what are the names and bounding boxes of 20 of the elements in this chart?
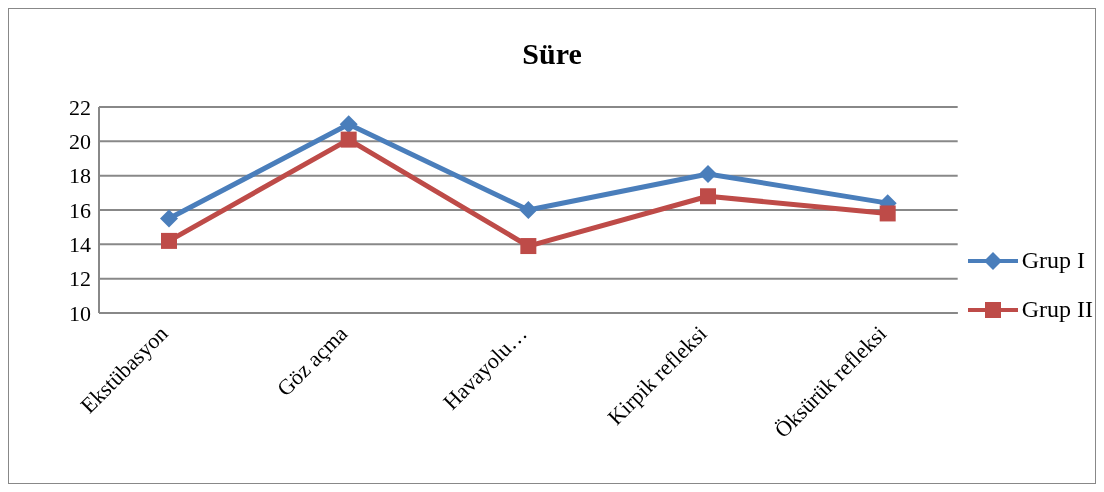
legend-label: Grup I xyxy=(1021,247,1086,274)
point xyxy=(879,205,896,222)
y-tick-label: 14 xyxy=(69,232,91,258)
y-tick-label: 18 xyxy=(69,163,91,189)
point xyxy=(161,232,177,249)
point xyxy=(699,164,718,183)
x-tick-label: Göz açma xyxy=(271,320,353,402)
y-tick-label: 12 xyxy=(69,266,91,292)
point xyxy=(520,238,537,255)
point xyxy=(340,131,357,148)
y-tick-label: 22 xyxy=(69,94,91,120)
point xyxy=(160,209,178,228)
legend-label: Grup II xyxy=(1021,296,1093,323)
point xyxy=(339,115,358,134)
point xyxy=(700,188,717,205)
y-tick-label: 20 xyxy=(69,129,91,155)
point xyxy=(519,201,538,219)
chart-title: Süre xyxy=(521,36,583,72)
y-tick-label: 16 xyxy=(69,197,91,223)
y-tick-label: 10 xyxy=(69,300,91,326)
